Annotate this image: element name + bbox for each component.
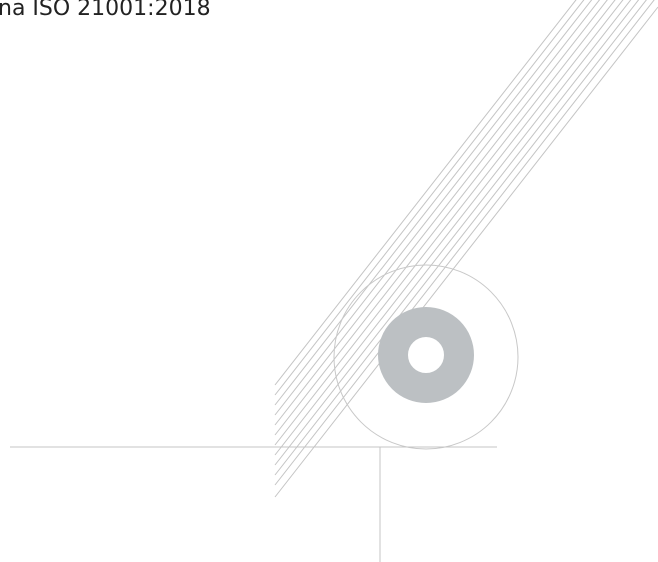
page: {"heading": "na ISO 21001:2018"} na ISO … bbox=[0, 0, 658, 562]
outer-ring bbox=[334, 265, 518, 449]
decoration bbox=[0, 0, 658, 562]
heading: na ISO 21001:2018 bbox=[0, 0, 211, 21]
